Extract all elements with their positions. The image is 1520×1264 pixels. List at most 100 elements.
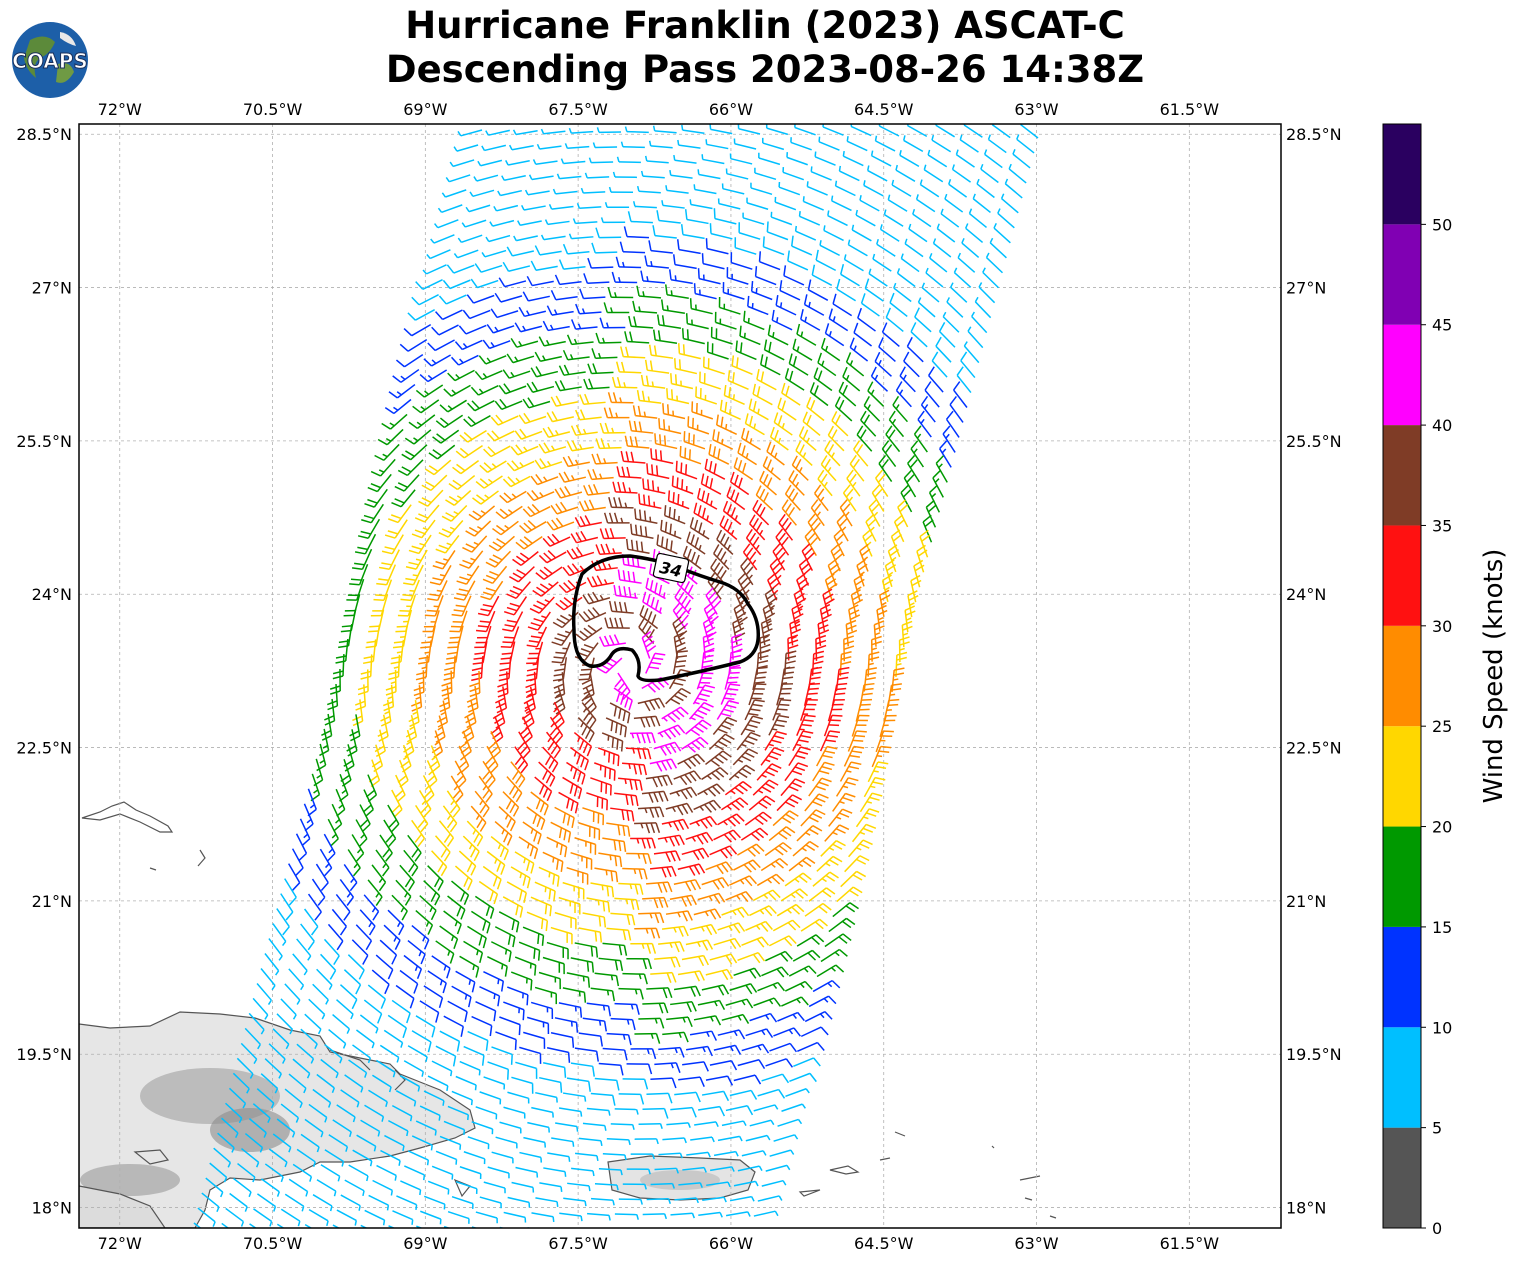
- wind-barb: [587, 1212, 611, 1221]
- wind-barb: [534, 986, 558, 1005]
- wind-barb: [582, 1122, 607, 1131]
- wind-barb: [740, 715, 763, 736]
- wind-barb: [688, 701, 714, 721]
- wind-barb: [483, 1181, 506, 1194]
- wind-barb: [560, 158, 586, 165]
- wind-barb: [849, 337, 869, 362]
- wind-barb: [429, 565, 452, 586]
- wind-barb: [438, 820, 455, 847]
- wind-barb: [538, 336, 566, 347]
- wind-barb: [968, 208, 987, 229]
- wind-barb: [300, 923, 315, 951]
- wind-barb: [319, 728, 330, 757]
- wind-barb: [670, 373, 694, 390]
- wind-barb: [523, 1136, 547, 1148]
- wind-barb: [824, 933, 852, 948]
- wind-barb: [925, 499, 937, 528]
- colorbar-segment-3: [1383, 826, 1421, 927]
- wind-barb: [351, 834, 365, 862]
- wind-barb: [540, 234, 566, 241]
- wind-barb: [584, 172, 610, 179]
- wind-barb: [674, 1091, 701, 1103]
- wind-barb: [420, 625, 436, 649]
- wind-barb: [392, 368, 420, 383]
- wind-barb: [997, 208, 1015, 229]
- lon-tick-top-3: 67.5°W: [548, 100, 608, 119]
- wind-barb: [769, 1042, 798, 1053]
- wind-barb: [754, 167, 777, 181]
- wind-barb: [514, 851, 535, 874]
- wind-barb: [574, 409, 602, 421]
- wind-barb: [567, 1182, 591, 1192]
- wind-barb: [626, 852, 652, 865]
- wind-barb: [717, 813, 745, 827]
- wind-barb: [292, 953, 308, 976]
- wind-barb: [963, 341, 980, 364]
- wind-barb: [935, 455, 948, 483]
- title-line-1: Hurricane Franklin (2023) ASCAT-C: [405, 4, 1125, 47]
- wind-barb: [379, 1044, 400, 1063]
- wind-barb: [594, 1077, 620, 1091]
- wind-barb: [819, 730, 841, 752]
- wind-barb: [556, 173, 582, 180]
- wind-barb: [217, 1132, 235, 1153]
- wind-barb: [644, 155, 669, 164]
- wind-barb: [948, 179, 968, 198]
- wind-barb: [574, 1152, 599, 1162]
- wind-barb: [371, 969, 390, 995]
- wind-barb: [923, 164, 944, 183]
- wind-barb: [638, 493, 662, 510]
- lat-tick-left-7: 18°N: [32, 1199, 72, 1218]
- wind-barb: [653, 741, 682, 756]
- turks-caicos: [81, 801, 174, 833]
- wind-barb: [264, 1058, 282, 1079]
- wind-barb: [498, 277, 527, 288]
- lat-tick-left-0: 28.5°N: [16, 125, 72, 144]
- wind-barb: [936, 223, 956, 243]
- wind-barb: [574, 837, 597, 855]
- wind-barb: [495, 686, 508, 714]
- wind-barb: [722, 282, 745, 300]
- map-frame: [78, 123, 1282, 1229]
- wind-barb: [739, 325, 761, 346]
- wind-barb: [853, 440, 869, 467]
- wind-barb: [634, 927, 661, 939]
- wind-barb: [722, 500, 742, 526]
- wind-barb: [741, 427, 761, 451]
- wind-barb: [836, 278, 856, 302]
- wind-barb: [850, 124, 872, 137]
- wind-barb: [423, 1090, 445, 1106]
- wind-barb: [602, 1153, 627, 1161]
- wind-barb: [454, 865, 473, 891]
- wind-barb: [733, 1180, 759, 1187]
- wind-barb: [272, 923, 287, 946]
- wind-barb: [698, 1211, 723, 1218]
- wind-barb: [881, 322, 900, 347]
- wind-barb: [713, 208, 737, 225]
- wind-barb: [474, 790, 490, 818]
- wind-barb: [721, 906, 750, 918]
- wind-barb: [546, 305, 574, 316]
- wind-barb: [783, 650, 797, 676]
- wind-barb: [900, 253, 920, 273]
- wind-barb: [728, 764, 756, 781]
- wind-barb: [449, 610, 468, 633]
- wind-barb: [519, 519, 547, 534]
- wind-barb: [639, 605, 659, 630]
- wind-barb: [256, 982, 272, 1005]
- wind-barb: [384, 519, 408, 539]
- wind-barb: [917, 410, 932, 438]
- wind-barb: [682, 1061, 709, 1072]
- wind-barb: [919, 179, 940, 198]
- wind-barb: [782, 167, 805, 181]
- wind-barb: [530, 260, 558, 271]
- wind-barb: [828, 308, 849, 332]
- wind-barb: [276, 908, 290, 936]
- wind-barb: [467, 400, 495, 412]
- wind-barb: [607, 392, 634, 404]
- wind-barb: [658, 418, 682, 435]
- wind-barb: [614, 792, 639, 807]
- wind-barb: [347, 849, 361, 877]
- wind-barb: [415, 804, 429, 833]
- wind-barb: [709, 1060, 738, 1071]
